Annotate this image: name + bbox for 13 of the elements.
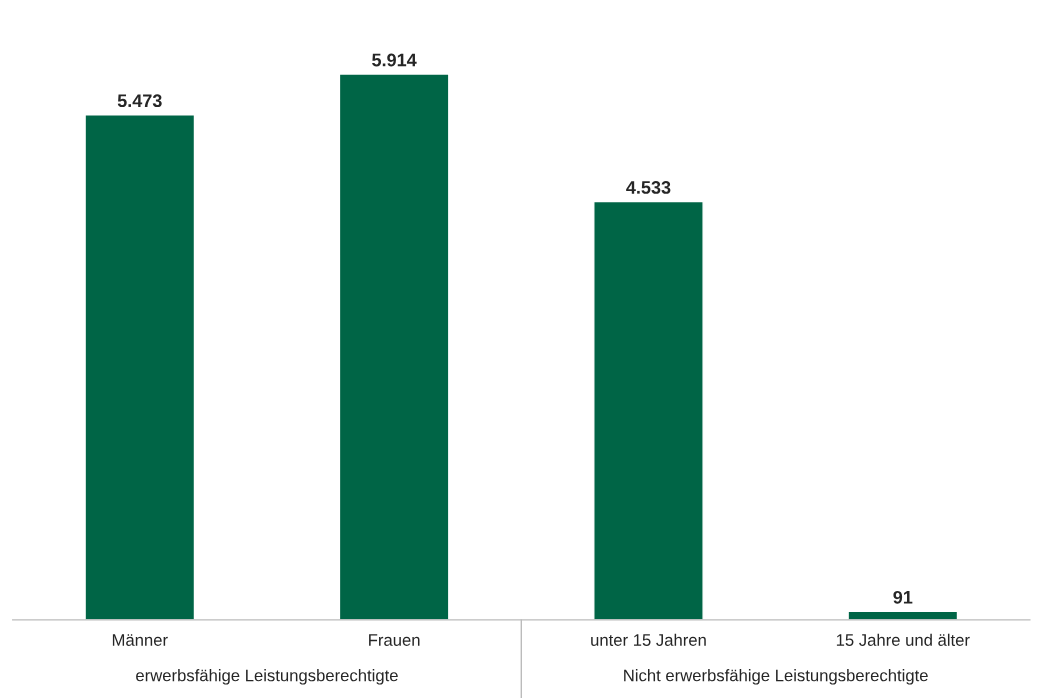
- x-tick-label: Männer: [112, 634, 168, 646]
- data-label: 5.473: [117, 94, 162, 108]
- bar: [84, 114, 196, 620]
- data-label: 91: [893, 590, 913, 604]
- text: Nicht erwerbsfähige Leistungsberechtigte: [624, 669, 928, 685]
- text: erwerbsfähige Leistungsberechtigte: [136, 669, 398, 685]
- x-tick-label: Frauen: [369, 634, 420, 646]
- x-tick-label: unter 15 Jahren: [591, 633, 706, 646]
- bar: [593, 200, 704, 620]
- data-label: 4.533: [626, 181, 671, 194]
- bar: [338, 73, 450, 620]
- data-label: 5.914: [372, 53, 417, 67]
- x-tick-label: 15 Jahre und älter: [836, 633, 970, 646]
